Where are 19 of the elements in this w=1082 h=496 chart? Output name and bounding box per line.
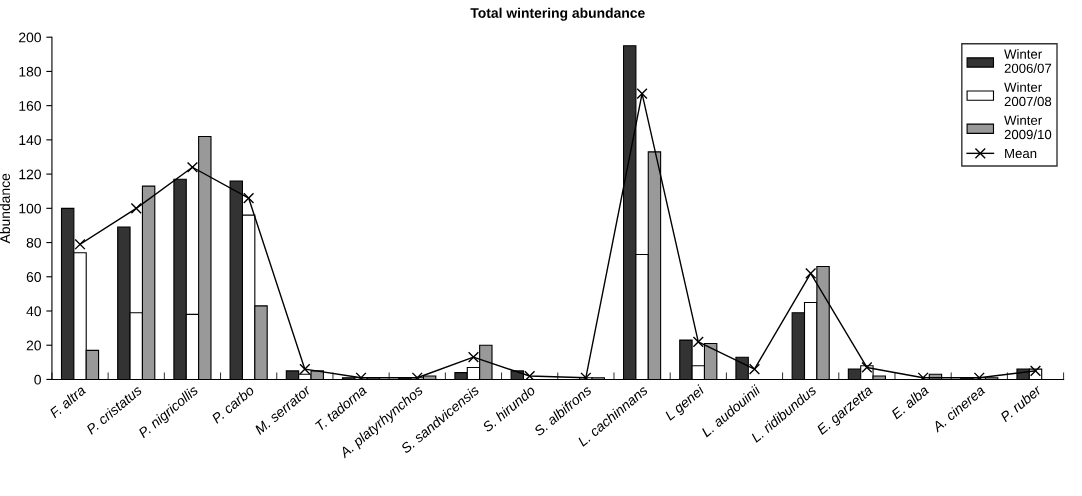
x-tick-label: F. altra — [48, 384, 87, 419]
y-tick-label: 200 — [19, 32, 41, 43]
y-tick-label: 180 — [19, 66, 41, 77]
y-axis-title: Abundance — [0, 173, 11, 244]
legend-label: Winter 2006/07 — [1004, 49, 1052, 73]
y-tick-label: 0 — [34, 374, 41, 385]
y-tick-label: 120 — [19, 169, 41, 180]
y-tick-label: 40 — [26, 306, 41, 317]
y-tick-label: 100 — [19, 203, 41, 214]
legend-label: Winter 2009/10 — [1004, 115, 1052, 140]
x-tick-label: E. alba — [890, 384, 930, 420]
legend-label: Winter 2007/08 — [1004, 82, 1052, 107]
y-tick-label: 160 — [19, 100, 41, 111]
y-tick-label: 60 — [26, 272, 41, 282]
y-tick-label: 20 — [26, 340, 41, 351]
chart-title: Total wintering abundance — [470, 7, 645, 21]
legend-label: Mean — [1005, 148, 1037, 159]
y-tick-label: 140 — [19, 135, 41, 146]
y-tick-label: 80 — [26, 237, 41, 248]
